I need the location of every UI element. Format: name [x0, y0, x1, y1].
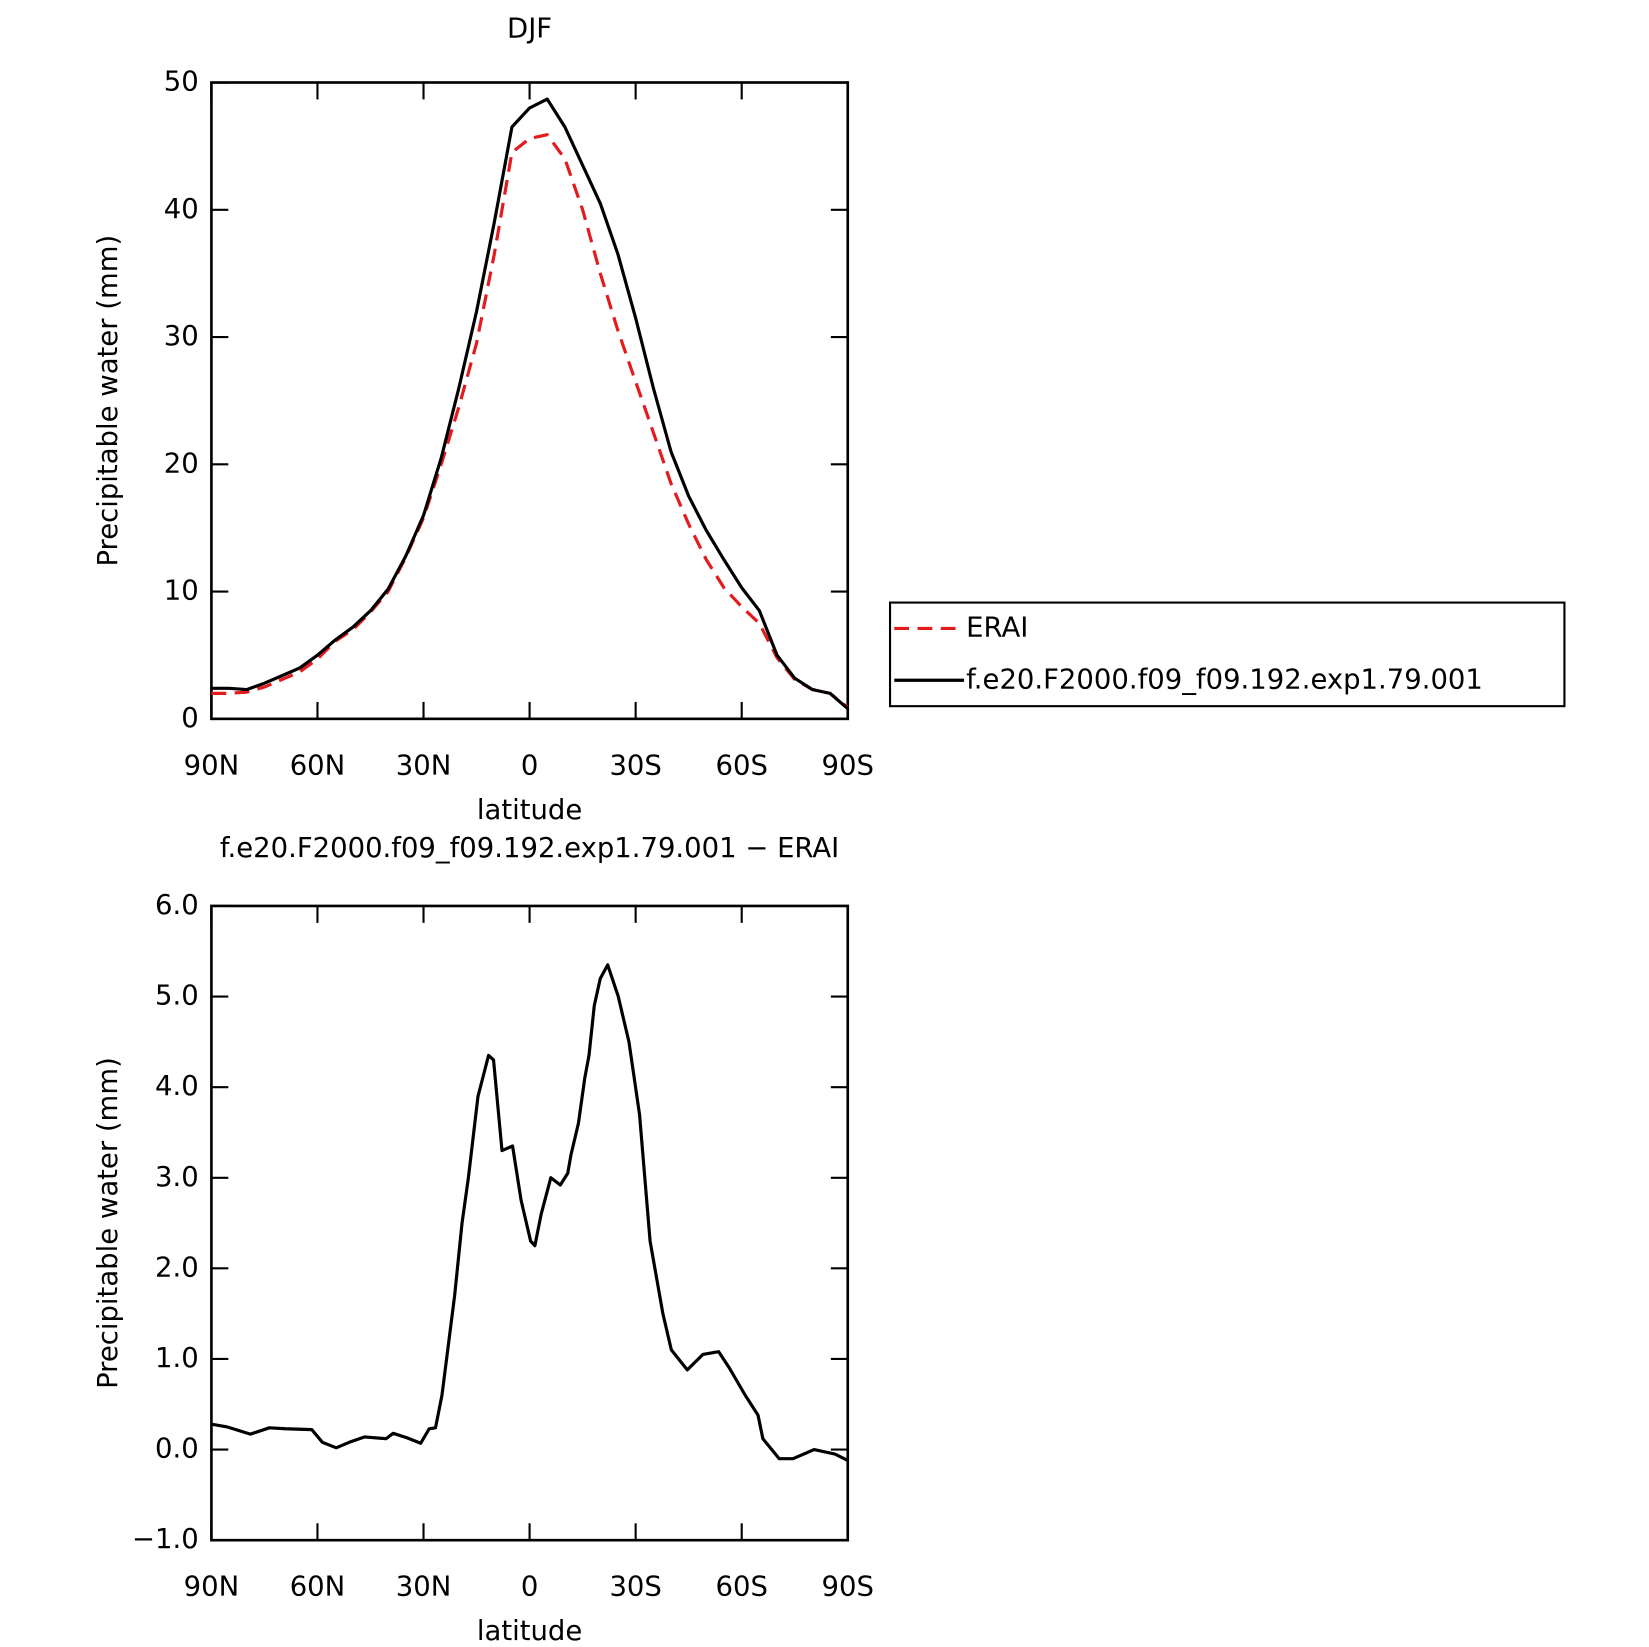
x-tick-label: 0 [521, 1571, 538, 1603]
legend-box [888, 601, 1566, 708]
y-tick-label: 20 [164, 447, 199, 479]
x-tick-label: 60S [716, 749, 768, 781]
y-tick-label: 30 [164, 320, 199, 352]
y-tick-label: 2.0 [155, 1251, 199, 1283]
y-tick-label: 10 [164, 575, 199, 607]
x-tick-label: 30S [609, 1571, 661, 1603]
x-axis-label: latitude [477, 1615, 582, 1647]
x-tick-label: 0 [521, 749, 538, 781]
chart-title: DJF [507, 13, 552, 45]
x-tick-label: 30S [609, 749, 661, 781]
data-line [211, 133, 849, 709]
y-tick-label: 3.0 [155, 1161, 199, 1193]
y-tick-label: −1.0 [132, 1523, 199, 1555]
x-tick-label: 90N [184, 1571, 240, 1603]
data-line [211, 963, 849, 1462]
y-tick-label: 4.0 [155, 1070, 199, 1102]
y-tick-label: 40 [164, 193, 199, 225]
x-tick-label: 60S [716, 1571, 768, 1603]
y-tick-label: 0.0 [155, 1433, 199, 1465]
plot-frame [210, 81, 850, 721]
legend-label: ERAI [966, 611, 1028, 643]
x-tick-label: 60N [290, 749, 346, 781]
y-axis-label: Precipitable water (mm) [92, 235, 124, 567]
y-tick-label: 50 [164, 66, 199, 98]
y-tick-label: 1.0 [155, 1342, 199, 1374]
chart-title: f.e20.F2000.f09_f09.192.exp1.79.001 − ER… [220, 832, 839, 864]
x-tick-label: 90N [184, 749, 240, 781]
x-tick-label: 30N [396, 1571, 452, 1603]
y-tick-label: 5.0 [155, 980, 199, 1012]
x-axis-label: latitude [477, 794, 582, 826]
y-tick-label: 0 [181, 702, 198, 734]
plot-frame [210, 904, 850, 1542]
x-tick-label: 30N [396, 749, 452, 781]
legend-label: f.e20.F2000.f09_f09.192.exp1.79.001 [966, 663, 1483, 695]
x-tick-label: 90S [822, 749, 874, 781]
y-axis-label: Precipitable water (mm) [92, 1057, 124, 1389]
data-line [211, 97, 849, 710]
y-tick-label: 6.0 [155, 889, 199, 921]
x-tick-label: 60N [290, 1571, 346, 1603]
x-tick-label: 90S [822, 1571, 874, 1603]
